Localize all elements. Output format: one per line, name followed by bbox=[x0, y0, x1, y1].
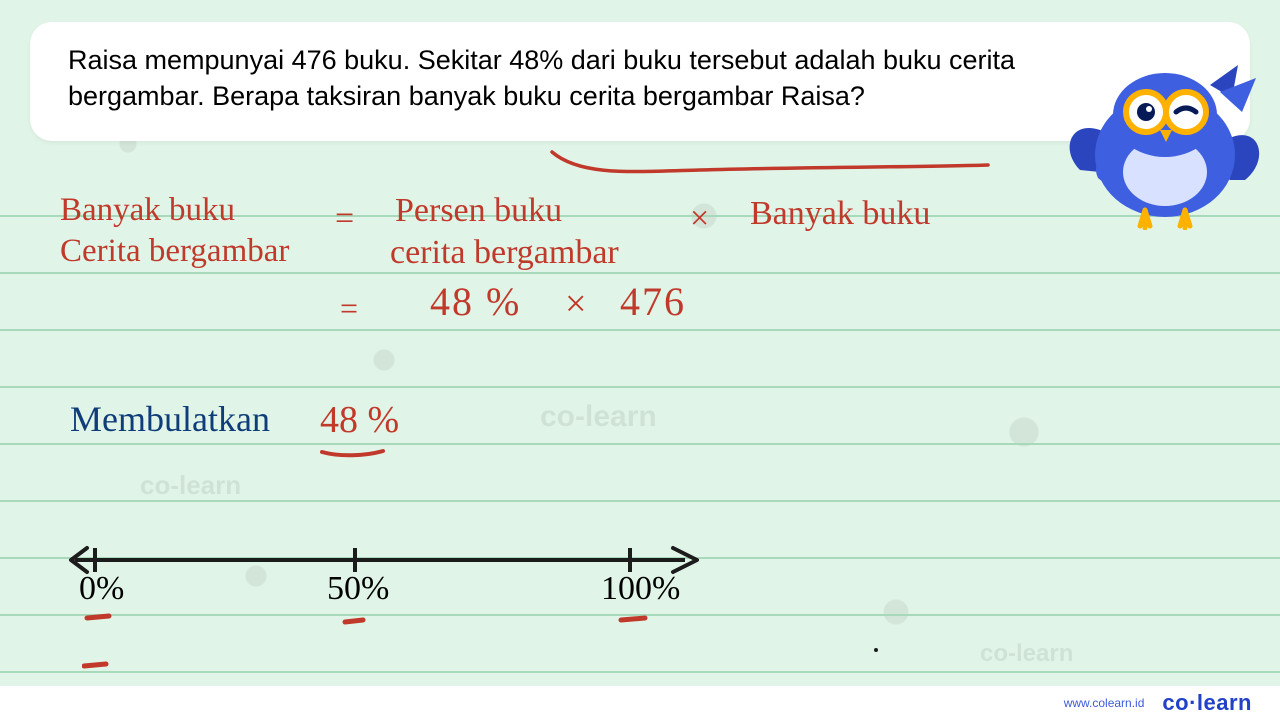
worksheet-page: co-learn co-learn co-learn Raisa mempuny… bbox=[0, 0, 1280, 720]
eq2-times: × bbox=[565, 282, 586, 326]
watermark: co-learn bbox=[540, 400, 657, 434]
footer-site-url: www.colearn.id bbox=[1064, 696, 1145, 710]
rounding-value: 48 % bbox=[320, 398, 399, 442]
brand-dot: · bbox=[1189, 690, 1197, 715]
nl-tick-label-100: 100% bbox=[601, 570, 680, 608]
eq-times: × bbox=[690, 200, 709, 238]
eq2-equals: = bbox=[340, 290, 358, 327]
eq-mid-line1: Persen buku bbox=[395, 192, 562, 230]
underline-swoosh bbox=[550, 150, 990, 180]
watermark: co-learn bbox=[140, 470, 241, 501]
watermark: co-learn bbox=[980, 640, 1073, 668]
brand-suffix: learn bbox=[1197, 690, 1252, 715]
eq2-left-value: 48 % bbox=[430, 278, 521, 325]
eq-mid-line2: cerita bergambar bbox=[390, 234, 619, 272]
nl-tick-label-50: 50% bbox=[327, 570, 389, 608]
eq2-right-value: 476 bbox=[620, 278, 686, 325]
brand-prefix: co bbox=[1162, 690, 1189, 715]
eq-equals: = bbox=[335, 200, 354, 238]
nl-tick-label-0: 0% bbox=[79, 570, 124, 608]
number-line: 0% 50% 100% bbox=[65, 540, 705, 630]
footer-bar: www.colearn.id co·learn bbox=[0, 686, 1280, 720]
rounding-underline bbox=[320, 448, 385, 458]
question-text: Raisa mempunyai 476 buku. Sekitar 48% da… bbox=[68, 42, 1028, 115]
eq-rhs: Banyak buku bbox=[750, 195, 930, 233]
rounding-label: Membulatkan bbox=[70, 398, 270, 440]
question-card: Raisa mempunyai 476 buku. Sekitar 48% da… bbox=[30, 22, 1250, 141]
footer-brand: co·learn bbox=[1162, 690, 1252, 716]
stray-mark bbox=[82, 660, 112, 670]
eq-lhs: Banyak buku Cerita bergambar bbox=[60, 190, 289, 273]
stray-dot bbox=[870, 640, 890, 660]
